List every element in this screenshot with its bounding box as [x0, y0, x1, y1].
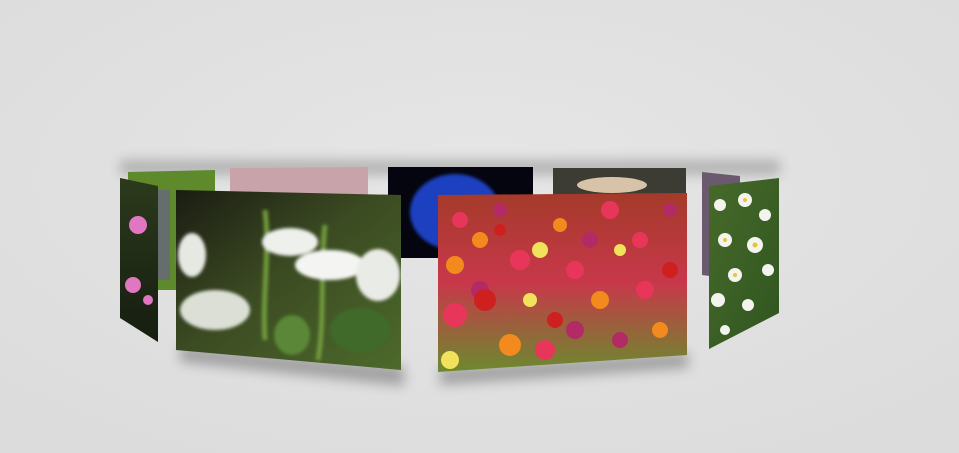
image-detail: [723, 198, 758, 277]
image-detail: [577, 177, 647, 193]
image-detail: [178, 209, 400, 361]
image-panel[interactable]: [120, 178, 158, 342]
image-detail: [125, 216, 153, 305]
shadow: [440, 352, 688, 385]
image-panel[interactable]: [438, 193, 687, 372]
image-panel[interactable]: [709, 178, 779, 349]
back-panel[interactable]: [230, 167, 368, 200]
image-detail: [441, 201, 678, 369]
